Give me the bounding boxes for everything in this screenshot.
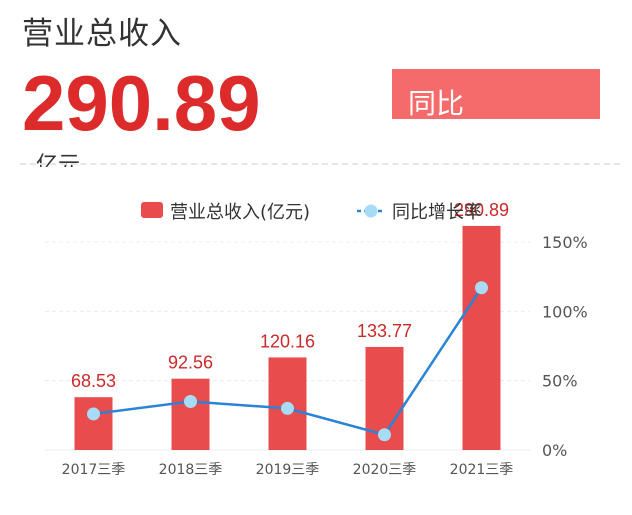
- value-labels: 68.53 92.56 120.16 133.77 290.89: [71, 200, 509, 391]
- bar-value-label: 290.89: [454, 200, 509, 220]
- growth-line: [87, 281, 488, 442]
- x-tick-label: 2017三季: [62, 462, 126, 478]
- bar-value-label: 92.56: [168, 353, 213, 373]
- bar: [74, 397, 113, 450]
- bar: [462, 225, 501, 450]
- growth-point: [281, 401, 294, 415]
- growth-point: [184, 394, 197, 408]
- bar-value-label: 68.53: [71, 371, 116, 391]
- legend-bar-swatch: [141, 202, 163, 218]
- bar: [171, 378, 210, 450]
- x-tick-label: 2020三季: [353, 462, 417, 478]
- bar-value-label: 120.16: [260, 331, 315, 351]
- legend[interactable]: 营业总收入(亿元) 同比增长率: [141, 202, 482, 223]
- growth-point: [475, 281, 488, 295]
- x-tick-label: 2019三季: [256, 462, 320, 478]
- yoy-badge[interactable]: 同比: [392, 69, 600, 119]
- growth-point: [87, 407, 100, 421]
- bar-value-label: 133.77: [357, 321, 412, 341]
- page-title: 营业总收入: [22, 16, 182, 52]
- legend-bar-label: 营业总收入(亿元): [170, 202, 310, 223]
- legend-line-point: [364, 204, 378, 218]
- axis-labels: 0% 50% 100% 150% 2017三季 2018三季 2019三季 2020三季 202…: [62, 233, 588, 478]
- y-right-tick-label: 50%: [542, 372, 578, 391]
- x-tick-label: 2018三季: [159, 462, 223, 478]
- y-right-tick-label: 150%: [542, 233, 588, 252]
- bars: [74, 225, 501, 450]
- growth-point: [378, 428, 391, 442]
- x-tick-label: 2021三季: [450, 462, 514, 478]
- total-revenue-value: 290.89: [22, 59, 261, 147]
- divider: [20, 163, 620, 165]
- y-right-tick-label: 100%: [542, 302, 588, 321]
- y-right-tick-label: 0%: [542, 441, 567, 460]
- legend-line-label: 同比增长率: [392, 202, 482, 223]
